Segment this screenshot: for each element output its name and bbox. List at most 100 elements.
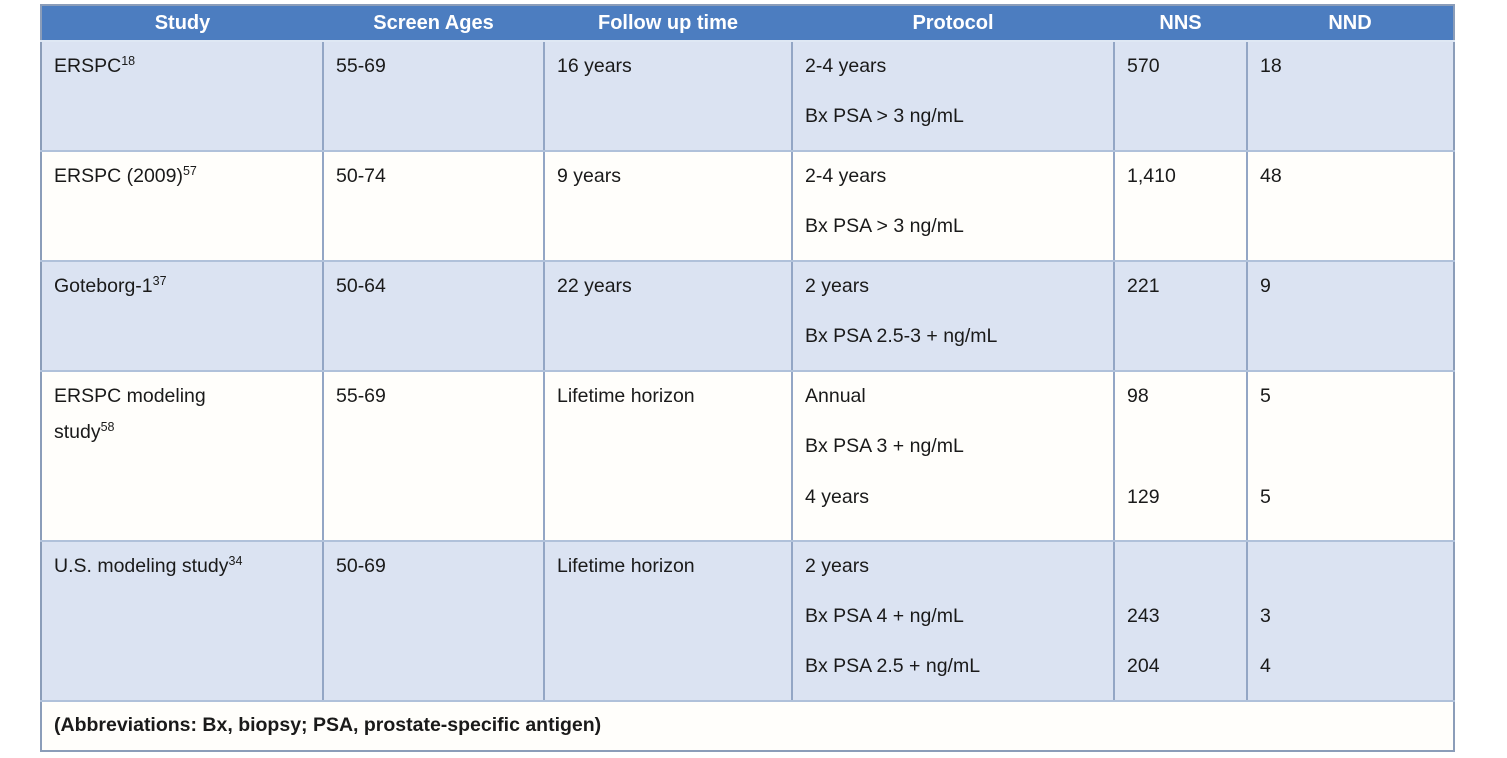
cell-nnd: 48 — [1247, 151, 1454, 262]
cell-line: 2 years — [805, 555, 869, 577]
cell-line: 98 — [1127, 385, 1149, 407]
column-header-protocol: Protocol — [792, 5, 1114, 42]
cell-line: 221 — [1127, 275, 1160, 297]
cell-line: study58 — [54, 420, 115, 443]
cell-protocol: 2 years Bx PSA 2.5-3 + ng/mL — [792, 261, 1115, 372]
cell-study: ERSPC modeling study58 — [41, 371, 324, 542]
cell-line: Bx PSA 2.5-3 + ng/mL — [805, 325, 998, 347]
cell-study: Goteborg-137 — [41, 261, 324, 372]
cell-nns: 98 129 — [1114, 371, 1248, 542]
cell-line — [1260, 550, 1441, 583]
table-row: U.S. modeling study34 50-69 Lifetime horiz… — [41, 541, 1454, 702]
column-header-follow-up-time: Follow up time — [544, 5, 792, 42]
cell-line: 129 — [1127, 486, 1160, 508]
footnote-row: (Abbreviations: Bx, biopsy; PSA, prostat… — [41, 701, 1454, 751]
cell-line: 3 — [1260, 605, 1271, 627]
abbreviations-footnote: (Abbreviations: Bx, biopsy; PSA, prostat… — [54, 714, 602, 736]
table-body: ERSPC18 55-69 16 years 2-4 years Bx PSA > 3 … — [41, 41, 1454, 702]
table-row: Goteborg-137 50-64 22 years 2 years Bx PSA 2… — [41, 261, 1454, 372]
table-header: Study Screen Ages Follow up time Protoco… — [41, 5, 1454, 42]
cell-line: 9 — [1260, 275, 1271, 297]
cell-protocol: 2 years Bx PSA 4 + ng/mL Bx PSA 2.5 + ng/m… — [792, 541, 1115, 702]
cell-line: Lifetime horizon — [557, 385, 695, 407]
cell-line: Lifetime horizon — [557, 555, 695, 577]
cell-line: Bx PSA 2.5 + ng/mL — [805, 655, 981, 677]
cell-screen-ages: 50-69 — [323, 541, 545, 702]
citation-superscript: 37 — [152, 274, 167, 288]
screening-studies-table: Study Screen Ages Follow up time Protoco… — [40, 4, 1455, 752]
column-header-nns: NNS — [1114, 5, 1247, 42]
table-row: ERSPC modeling study58 55-69 Lifetime horiz… — [41, 371, 1454, 542]
table-row: ERSPC (2009)57 50-74 9 years 2-4 years Bx PS… — [41, 151, 1454, 262]
cell-screen-ages: 50-74 — [323, 151, 545, 262]
cell-line: ERSPC (2009)57 — [54, 164, 197, 187]
table-footer: (Abbreviations: Bx, biopsy; PSA, prostat… — [41, 701, 1454, 751]
cell-line: 204 — [1127, 655, 1160, 677]
cell-line: 4 years — [805, 486, 869, 508]
cell-nnd: 18 — [1247, 41, 1454, 152]
cell-line: 9 years — [557, 165, 621, 187]
cell-nns: 1,410 — [1114, 151, 1248, 262]
citation-superscript: 34 — [228, 554, 243, 568]
cell-line — [1260, 430, 1441, 463]
cell-follow-up: 16 years — [544, 41, 793, 152]
cell-protocol: 2-4 years Bx PSA > 3 ng/mL — [792, 151, 1115, 262]
cell-line: 4 — [1260, 655, 1271, 677]
cell-line: Annual — [805, 385, 866, 407]
cell-line: 55-69 — [336, 385, 386, 407]
cell-line: 55-69 — [336, 55, 386, 77]
cell-follow-up: Lifetime horizon — [544, 371, 793, 542]
cell-study: ERSPC (2009)57 — [41, 151, 324, 262]
cell-study: ERSPC18 — [41, 41, 324, 152]
cell-line: 5 — [1260, 486, 1271, 508]
cell-study: U.S. modeling study34 — [41, 541, 324, 702]
table-row: ERSPC18 55-69 16 years 2-4 years Bx PSA > 3 … — [41, 41, 1454, 152]
cell-line: 18 — [1260, 55, 1282, 77]
column-header-screen-ages: Screen Ages — [323, 5, 544, 42]
cell-screen-ages: 55-69 — [323, 41, 545, 152]
cell-line: ERSPC modeling — [54, 385, 206, 407]
cell-line: Bx PSA 3 + ng/mL — [805, 435, 964, 457]
cell-follow-up: Lifetime horizon — [544, 541, 793, 702]
cell-line: 2-4 years — [805, 165, 887, 187]
cell-nns: 243 204 — [1114, 541, 1248, 702]
cell-line: 570 — [1127, 55, 1160, 77]
cell-screen-ages: 50-64 — [323, 261, 545, 372]
cell-line — [1127, 550, 1234, 583]
cell-nnd: 5 5 — [1247, 371, 1454, 542]
cell-line: ERSPC18 — [54, 54, 136, 77]
cell-line: Goteborg-137 — [54, 274, 167, 297]
column-header-nnd: NND — [1247, 5, 1454, 42]
cell-line — [1127, 430, 1234, 463]
cell-line: 243 — [1127, 605, 1160, 627]
cell-line: 5 — [1260, 385, 1271, 407]
column-header-study: Study — [41, 5, 323, 42]
cell-line: 48 — [1260, 165, 1282, 187]
footnote-cell: (Abbreviations: Bx, biopsy; PSA, prostat… — [41, 701, 1454, 751]
cell-protocol: Annual Bx PSA 3 + ng/mL 4 years — [792, 371, 1115, 542]
cell-nns: 221 — [1114, 261, 1248, 372]
cell-follow-up: 22 years — [544, 261, 793, 372]
cell-screen-ages: 55-69 — [323, 371, 545, 542]
cell-line: Bx PSA 4 + ng/mL — [805, 605, 964, 627]
cell-line: 2 years — [805, 275, 869, 297]
citation-superscript: 58 — [100, 420, 115, 434]
cell-line: U.S. modeling study34 — [54, 554, 243, 577]
cell-protocol: 2-4 years Bx PSA > 3 ng/mL — [792, 41, 1115, 152]
cell-line: 50-74 — [336, 165, 386, 187]
cell-line: 50-64 — [336, 275, 386, 297]
cell-nnd: 9 — [1247, 261, 1454, 372]
cell-line: Bx PSA > 3 ng/mL — [805, 105, 964, 127]
cell-line: Bx PSA > 3 ng/mL — [805, 215, 964, 237]
header-row: Study Screen Ages Follow up time Protoco… — [41, 5, 1454, 42]
cell-line: 1,410 — [1127, 165, 1176, 187]
cell-nns: 570 — [1114, 41, 1248, 152]
cell-follow-up: 9 years — [544, 151, 793, 262]
citation-superscript: 18 — [121, 54, 136, 68]
cell-line: 16 years — [557, 55, 632, 77]
cell-line: 2-4 years — [805, 55, 887, 77]
cell-line: 22 years — [557, 275, 632, 297]
cell-line: 50-69 — [336, 555, 386, 577]
